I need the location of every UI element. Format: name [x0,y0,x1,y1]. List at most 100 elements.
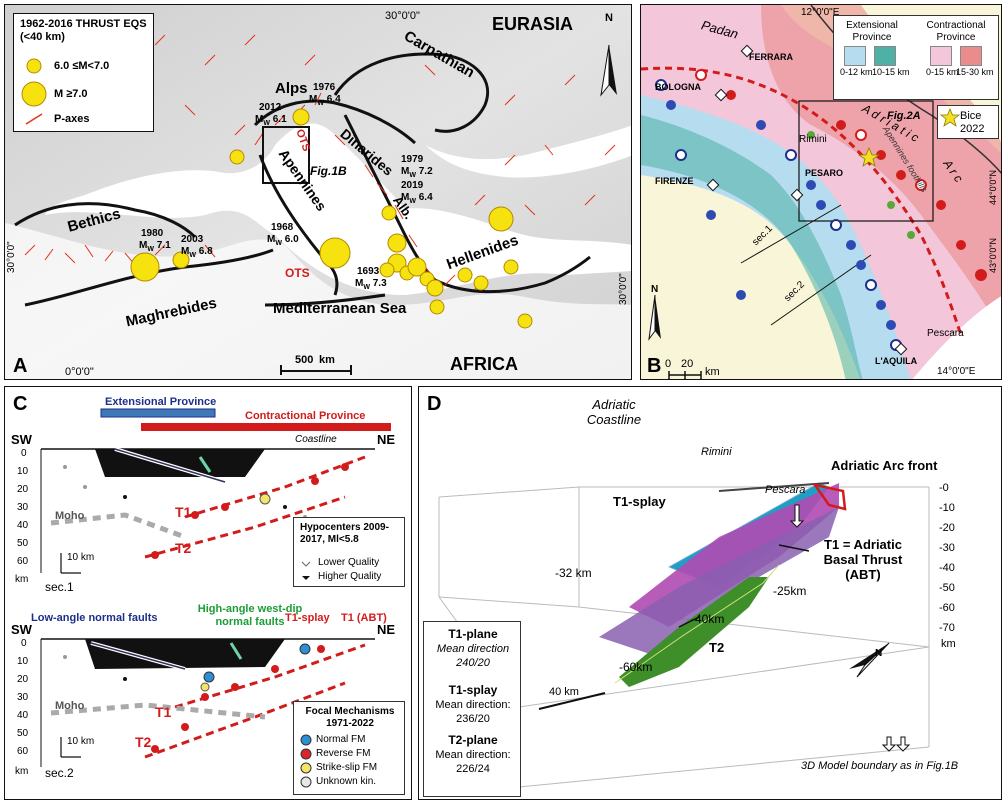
t1-label-1: T1 [175,504,192,520]
swatch-con-shallow [930,46,952,66]
t1-plane-dir-label: Mean direction [436,643,510,655]
city-firenze: FIRENZE [655,176,694,186]
t1-abt-label-d: T1 = Adriatic Basal Thrust (ABT) [823,537,903,582]
depth-60-label: -60km [619,660,653,674]
plane-direction-box: T1-plane Mean direction 240/20 T1-splay … [423,621,521,797]
arc-front-3d [812,483,847,511]
sec2-tick-20: 20 [17,674,29,685]
event-year-1980: 1980 [141,228,164,239]
north-label-b: N [651,284,659,295]
contractional-province-label: Contractional Province [245,410,366,422]
fig2a-label: Fig.2A [887,110,921,122]
scale-twenty-b: 20 [681,358,694,370]
africa-label: AFRICA [450,354,518,374]
north-arrow-a [600,44,617,97]
axis-unit-d: km [941,638,956,650]
panel-b-legend: Extensional Province Contractional Provi… [833,15,999,100]
t2-plane-dir-label: Mean direction: [435,749,511,761]
fig1b-box [262,126,310,184]
latitude-44: 44°0'0"N [988,169,998,205]
sec1-tick-0: 0 [21,448,27,459]
sec1-tick-60: 60 [17,556,29,567]
sec2-depth-unit: km [15,766,29,777]
scale-bar-d [538,692,606,710]
city-markers [706,44,908,356]
sec1-tick-50: 50 [17,538,29,549]
hypo-title: Hypocenters 2009-2017, Ml<5.8 [300,522,389,545]
city-bologna: BOLOGNA [655,82,701,92]
scale-label-2: 10 km [67,736,95,747]
bice-legend: Bice 2022 [937,105,999,139]
adriatic-coastline-label: Adriatic Coastline [586,397,642,427]
fm-strike-slip: Strike-slip FM [316,762,378,773]
section-lines [740,204,872,326]
t1-plane-dir: 240/20 [456,657,490,669]
sec1-tick-20: 20 [17,484,29,495]
top-longitude-a: 30°0'0" [385,10,420,22]
range-ext-shallow: 0-12 km [840,67,873,77]
adriatic-sea [305,130,387,215]
t1-plane-title: T1-plane [448,627,498,641]
t2-plane-dir: 226/24 [456,763,490,775]
panel-b-letter: B [647,355,662,377]
mediterranean-sea [45,123,631,295]
scale-unit-b: km [705,366,720,378]
range-con-shallow: 0-15 km [926,67,959,77]
sec2-tick-40: 40 [17,710,29,721]
fm-normal: Normal FM [316,734,366,745]
fm-unknown: Unknown kin. [316,776,377,787]
panel-c-sections: Extensional Province Contractional Provi… [4,386,412,800]
eurasia-label: EURASIA [492,14,574,34]
sec2-tick-30: 30 [17,692,29,703]
focal-mechanisms-b [655,69,987,351]
t2-label-2: T2 [135,734,152,750]
hypo-higher-quality: Higher Quality [318,571,382,582]
t2-label-d: T2 [709,640,725,655]
north-arrow-d [849,642,890,678]
right-latitude-a: 30°0'0" [618,273,629,305]
sec2-tick-50: 50 [17,728,29,739]
sec1-tick-40: 40 [17,520,29,531]
bice-2022-star [857,146,881,167]
t1-abt-lower-surface [599,507,839,657]
sec1-depth-unit: km [15,574,29,585]
range-ext-deep: 10-15 km [872,67,910,77]
rimini-label-d: Rimini [701,446,732,458]
sec2-label: sec.2 [45,766,74,780]
event-year-2019: 2019 [401,180,424,191]
bottom-longitude-b: 14°0'0"E [937,366,976,377]
p-axes [24,34,616,290]
moho-label-1: Moho [55,510,85,522]
city-ferrara: FERRARA [749,52,793,62]
range-con-deep: 15-30 km [956,67,994,77]
panel-d-3d-model: Adriatic Coastline Rimini Pescara Adriat… [418,386,1002,800]
event-mag-2019: MW 6.4 [401,192,433,206]
hypo-lower-quality: Lower Quality [318,557,380,568]
scale-zero-b: 0 [665,358,672,370]
legend-extensional: Extensional Province [846,20,898,43]
legend-item-p-axes: P-axes [54,113,90,125]
extensional-bar [100,408,216,418]
focal-mechanism-legend: Focal Mechanisms 1971-2022 Normal FM Rev… [293,701,405,795]
event-year-2012: 2012 [259,102,282,113]
depth-40-label: -40km [691,612,725,626]
coastline-3d [718,482,830,492]
axis-tick-30: -30 [939,542,955,554]
earthquakes [130,108,533,329]
panel-c-canvas [40,408,391,767]
t1-splay-label: T1-splay [285,612,330,624]
thrust-fronts [14,52,591,307]
swatch-ext-deep [874,46,896,66]
depth-32-label: -32 km [555,566,592,580]
boundary-arrows [881,736,911,752]
axis-tick-40: -40 [939,562,955,574]
event-mag-1693: MW 7.3 [355,278,387,292]
scale-bar-a [280,365,352,375]
event-year-1968: 1968 [271,222,294,233]
t1-label-2: T1 [155,704,172,720]
event-mag-1980: MW 7.1 [139,240,171,254]
latitude-43: 43°0'0"N [988,237,998,273]
t1-pointer [778,544,810,552]
moho-label-2: Moho [55,700,85,712]
axis-tick-50: -50 [939,582,955,594]
